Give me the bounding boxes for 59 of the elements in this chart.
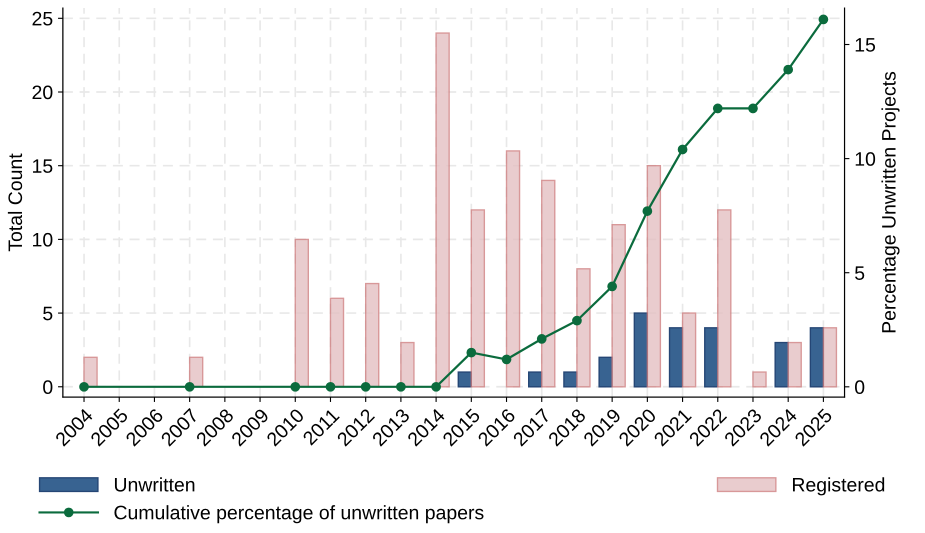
bar	[668, 327, 684, 388]
bar	[774, 342, 789, 388]
point	[466, 348, 476, 358]
bar	[541, 180, 556, 388]
legend-label: Registered	[792, 477, 884, 496]
y2-tick-label: 5	[855, 266, 864, 280]
bar	[598, 356, 613, 388]
y-tick-label: 10	[33, 232, 52, 247]
point	[290, 382, 300, 392]
y-tick-label: 5	[43, 306, 52, 320]
bar	[294, 238, 309, 388]
point	[712, 104, 723, 114]
bar	[528, 371, 542, 388]
point	[572, 316, 582, 326]
bar	[458, 371, 472, 388]
point	[748, 104, 758, 114]
point	[326, 382, 336, 392]
point	[783, 64, 794, 74]
point	[396, 382, 406, 392]
bar	[470, 209, 486, 388]
y-axis-title: Total Count	[8, 154, 22, 252]
point	[607, 282, 618, 292]
y2-tick-label: 10	[856, 152, 876, 166]
point	[536, 334, 547, 344]
point	[184, 382, 195, 392]
bar	[717, 209, 732, 388]
bar	[752, 371, 767, 388]
bar	[634, 312, 648, 388]
bar	[611, 224, 626, 388]
bar	[810, 327, 824, 388]
bar	[188, 356, 204, 388]
bar	[400, 342, 415, 388]
bar	[506, 150, 520, 388]
y-tick-label: 20	[32, 85, 52, 100]
bar	[704, 327, 718, 388]
point	[502, 354, 512, 364]
bar	[646, 165, 662, 388]
bar	[682, 312, 696, 388]
y-tick-label: 15	[33, 159, 52, 173]
bar	[787, 342, 802, 388]
point	[431, 382, 441, 392]
point	[818, 14, 828, 24]
y-tick-label: 0	[43, 380, 52, 394]
legend-label: Unwritten	[114, 477, 194, 492]
y2-tick-label: 0	[855, 380, 864, 394]
point	[360, 382, 371, 392]
bar	[576, 268, 591, 388]
point	[678, 144, 688, 154]
y2-axis-title: Percentage Unwritten Projects	[881, 72, 900, 332]
point	[642, 206, 652, 216]
bar	[563, 371, 578, 388]
bar	[330, 298, 344, 388]
legend-label: Cumulative percentage of unwritten papers	[114, 505, 484, 524]
bar	[435, 32, 450, 388]
y-tick-label: 25	[32, 12, 52, 26]
bar	[364, 282, 380, 388]
bar	[822, 327, 838, 388]
point	[79, 382, 89, 392]
y2-tick-label: 15	[856, 38, 876, 52]
